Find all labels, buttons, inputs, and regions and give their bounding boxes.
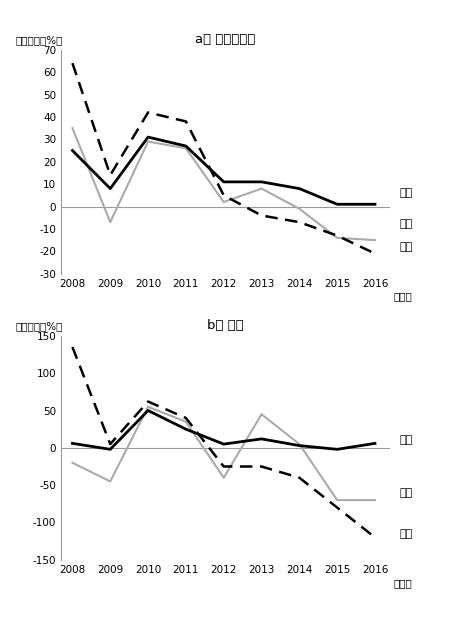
Text: （前年比、%）: （前年比、%） [15,322,63,332]
Text: 鉄鉰: 鉄鉰 [400,220,413,230]
Text: （年）: （年） [393,292,412,302]
Text: （年）: （年） [393,578,412,588]
Text: 全体: 全体 [400,435,413,445]
Text: 石炭: 石炭 [400,529,413,539]
Text: 石炭: 石炭 [400,242,413,252]
Text: 全体: 全体 [400,188,413,198]
Text: 鉄鉰: 鉄鉰 [400,488,413,498]
Title: b） 利潤: b） 利潤 [207,319,244,332]
Text: （前年比、%）: （前年比、%） [15,35,63,45]
Title: a） 主業務収入: a） 主業務収入 [196,33,256,46]
